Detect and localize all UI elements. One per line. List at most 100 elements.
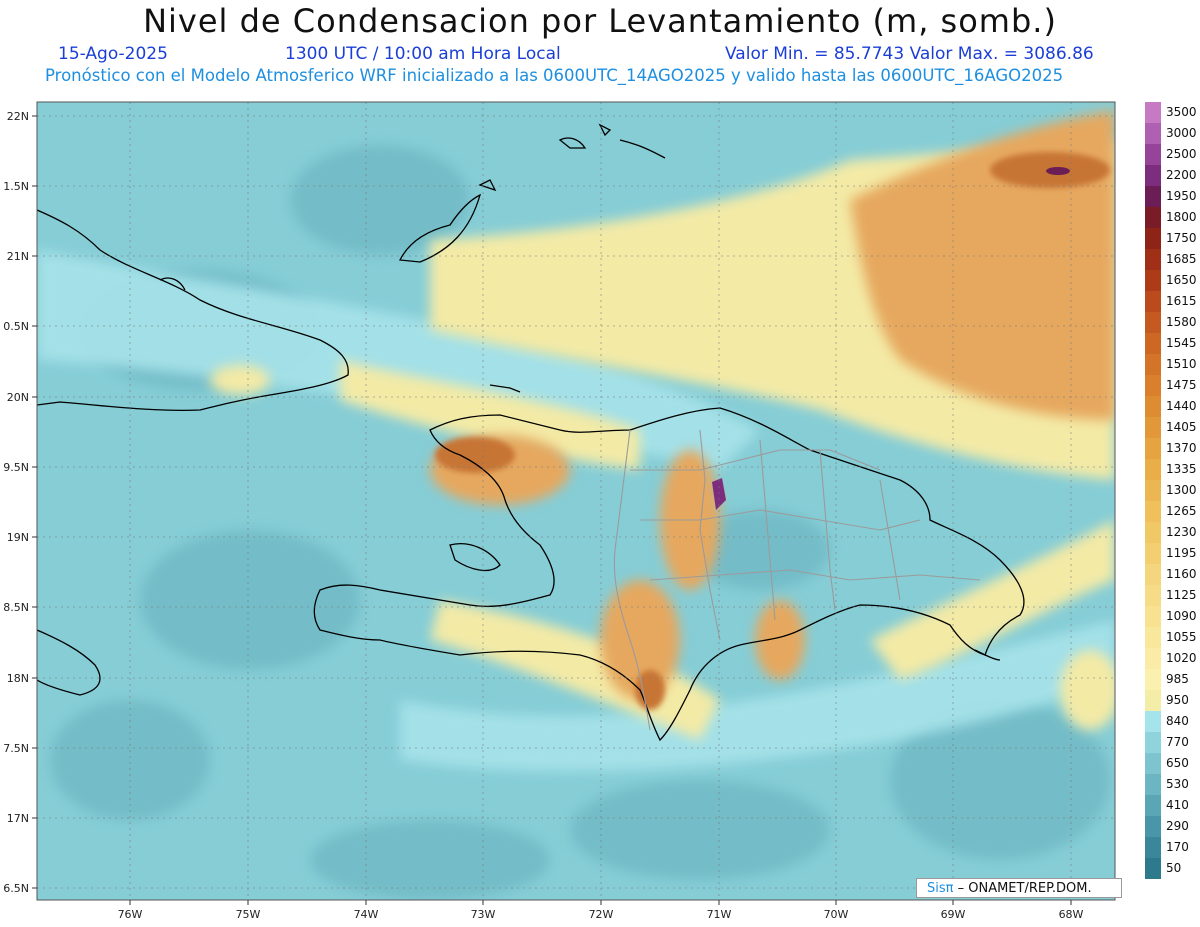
colorbar-swatch xyxy=(1145,459,1161,480)
colorbar-label: 1475 xyxy=(1166,378,1197,392)
colorbar-label: 1055 xyxy=(1166,630,1197,644)
credit-box: Sisπ – ONAMET/REP.DOM. xyxy=(916,878,1122,898)
credit-org: – ONAMET/REP.DOM. xyxy=(957,881,1092,896)
lat-label: 18N xyxy=(7,672,29,685)
colorbar-swatch xyxy=(1145,270,1161,291)
colorbar-label: 1370 xyxy=(1166,441,1197,455)
colorbar-label: 530 xyxy=(1166,777,1189,791)
colorbar-swatch xyxy=(1145,480,1161,501)
lat-label: 8.5N xyxy=(3,601,29,614)
colorbar-label: 950 xyxy=(1166,693,1189,707)
colorbar-swatch xyxy=(1145,795,1161,816)
colorbar-swatch xyxy=(1145,858,1161,879)
colorbar-label: 290 xyxy=(1166,819,1189,833)
colorbar-label: 770 xyxy=(1166,735,1189,749)
graticule xyxy=(37,102,1115,900)
forecast-time: 1300 UTC / 10:00 am Hora Local xyxy=(285,44,561,64)
colorbar-label: 1750 xyxy=(1166,231,1197,245)
colorbar-label: 50 xyxy=(1166,861,1181,875)
colorbar-swatch xyxy=(1145,333,1161,354)
coastlines xyxy=(37,123,1025,742)
lon-label: 76W xyxy=(118,908,143,921)
colorbar-label: 1615 xyxy=(1166,294,1197,308)
colorbar-swatch xyxy=(1145,816,1161,837)
colorbar-swatch xyxy=(1145,690,1161,711)
shaded-field xyxy=(37,102,1115,900)
colorbar-swatch xyxy=(1145,669,1161,690)
colorbar-swatch xyxy=(1145,627,1161,648)
colorbar-swatch xyxy=(1145,165,1161,186)
colorbar-label: 2500 xyxy=(1166,147,1197,161)
axis-ticks xyxy=(32,115,1072,905)
colorbar-swatch xyxy=(1145,606,1161,627)
colorbar-label: 1510 xyxy=(1166,357,1197,371)
colorbar-swatch xyxy=(1145,396,1161,417)
colorbar-label: 1580 xyxy=(1166,315,1197,329)
colorbar-label: 170 xyxy=(1166,840,1189,854)
colorbar-label: 1650 xyxy=(1166,273,1197,287)
colorbar-swatch xyxy=(1145,354,1161,375)
lon-label: 74W xyxy=(354,908,379,921)
lon-label: 73W xyxy=(471,908,496,921)
lat-label: 19N xyxy=(7,531,29,544)
colorbar-label: 3000 xyxy=(1166,126,1197,140)
colorbar-swatch xyxy=(1145,501,1161,522)
colorbar-label: 1800 xyxy=(1166,210,1197,224)
forecast-description: Pronóstico con el Modelo Atmosferico WRF… xyxy=(45,66,1064,85)
colorbar-swatch xyxy=(1145,123,1161,144)
colorbar-label: 1405 xyxy=(1166,420,1197,434)
colorbar-label: 1685 xyxy=(1166,252,1197,266)
lat-label: 21N xyxy=(7,250,29,263)
colorbar-label: 1950 xyxy=(1166,189,1197,203)
province-borders xyxy=(613,429,981,731)
colorbar-swatch xyxy=(1145,249,1161,270)
longitude-labels: 76W 75W 74W 73W 72W 71W 70W 69W 68W xyxy=(118,908,1084,921)
lon-label: 71W xyxy=(707,908,732,921)
colorbar-swatch xyxy=(1145,585,1161,606)
colorbar: 3500 3000 2500 2200 1950 1800 1750 1685 1650 1615… xyxy=(1145,102,1197,879)
colorbar-swatch xyxy=(1145,648,1161,669)
colorbar-label: 985 xyxy=(1166,672,1189,686)
colorbar-swatch xyxy=(1145,753,1161,774)
lat-label: 9.5N xyxy=(3,461,29,474)
lat-label: 17N xyxy=(7,812,29,825)
colorbar-swatch xyxy=(1145,732,1161,753)
lon-label: 72W xyxy=(589,908,614,921)
colorbar-swatch xyxy=(1145,564,1161,585)
colorbar-label: 1545 xyxy=(1166,336,1197,350)
colorbar-label: 410 xyxy=(1166,798,1189,812)
colorbar-swatch xyxy=(1145,711,1161,732)
colorbar-swatch xyxy=(1145,837,1161,858)
colorbar-label: 1230 xyxy=(1166,525,1197,539)
colorbar-swatch xyxy=(1145,522,1161,543)
colorbar-swatch xyxy=(1145,774,1161,795)
min-max-values: Valor Min. = 85.7743 Valor Max. = 3086.8… xyxy=(725,44,1094,64)
colorbar-label: 1090 xyxy=(1166,609,1197,623)
colorbar-swatch xyxy=(1145,438,1161,459)
colorbar-label: 1335 xyxy=(1166,462,1197,476)
colorbar-swatch xyxy=(1145,186,1161,207)
lon-label: 70W xyxy=(824,908,849,921)
colorbar-label: 3500 xyxy=(1166,105,1197,119)
sispi-logo: Sisπ xyxy=(927,881,954,896)
colorbar-label: 1125 xyxy=(1166,588,1197,602)
colorbar-label: 1195 xyxy=(1166,546,1197,560)
colorbar-label: 650 xyxy=(1166,756,1189,770)
lat-label: 6.5N xyxy=(3,882,29,895)
lat-label: 0.5N xyxy=(3,320,29,333)
colorbar-label: 1300 xyxy=(1166,483,1197,497)
colorbar-swatch xyxy=(1145,375,1161,396)
lat-label: 1.5N xyxy=(3,180,29,193)
lat-label: 7.5N xyxy=(3,742,29,755)
lat-label: 20N xyxy=(7,391,29,404)
colorbar-label: 840 xyxy=(1166,714,1189,728)
plot-frame xyxy=(36,101,1116,901)
lon-label: 69W xyxy=(941,908,966,921)
colorbar-swatch xyxy=(1145,144,1161,165)
colorbar-swatch xyxy=(1145,543,1161,564)
colorbar-label: 1160 xyxy=(1166,567,1197,581)
colorbar-swatch xyxy=(1145,207,1161,228)
colorbar-swatch xyxy=(1145,312,1161,333)
latitude-labels: 22N 1.5N 21N 0.5N 20N 9.5N 19N 8.5N 18N … xyxy=(3,110,29,895)
